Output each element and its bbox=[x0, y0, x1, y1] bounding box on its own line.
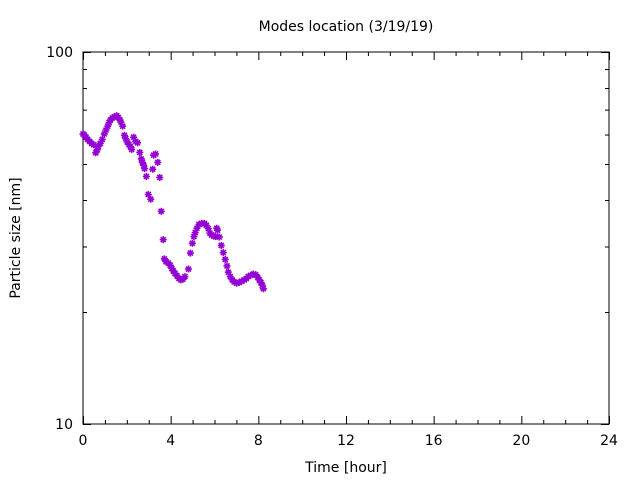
data-point bbox=[259, 285, 267, 293]
data-point bbox=[98, 135, 106, 143]
data-point bbox=[186, 249, 194, 257]
x-tick-label: 8 bbox=[254, 433, 263, 449]
y-axis-label: Particle size [nm] bbox=[8, 177, 24, 298]
x-axis-label: Time [hour] bbox=[304, 460, 387, 476]
x-tick-label: 16 bbox=[425, 433, 443, 449]
data-point bbox=[159, 236, 167, 244]
data-point bbox=[157, 207, 165, 215]
data-point bbox=[142, 172, 150, 180]
x-tick-label: 20 bbox=[512, 433, 530, 449]
data-point bbox=[134, 139, 142, 147]
data-point bbox=[152, 150, 160, 158]
chart-title: Modes location (3/19/19) bbox=[259, 19, 434, 35]
data-point bbox=[141, 165, 149, 173]
data-point bbox=[184, 265, 192, 273]
data-points bbox=[79, 112, 267, 293]
data-point bbox=[223, 262, 231, 270]
data-point bbox=[217, 241, 225, 249]
data-point bbox=[214, 226, 222, 234]
y-tick-label: 10 bbox=[55, 417, 73, 433]
data-point bbox=[188, 239, 196, 247]
data-point bbox=[154, 158, 162, 166]
data-point bbox=[147, 195, 155, 203]
x-tick-label: 24 bbox=[600, 433, 618, 449]
data-point bbox=[149, 165, 157, 173]
x-tick-label: 12 bbox=[337, 433, 355, 449]
x-tick-label: 4 bbox=[166, 433, 175, 449]
y-tick-label: 100 bbox=[46, 45, 73, 61]
data-point bbox=[119, 122, 127, 130]
x-tick-label: 0 bbox=[79, 433, 88, 449]
ticks: 0 4 8 12 16 20 24 10 100 bbox=[46, 45, 618, 449]
data-point bbox=[221, 255, 229, 263]
data-point bbox=[128, 145, 136, 153]
data-point bbox=[219, 249, 227, 257]
data-point bbox=[181, 273, 189, 281]
data-point bbox=[156, 173, 164, 181]
data-point bbox=[215, 233, 223, 241]
data-point bbox=[136, 148, 144, 156]
